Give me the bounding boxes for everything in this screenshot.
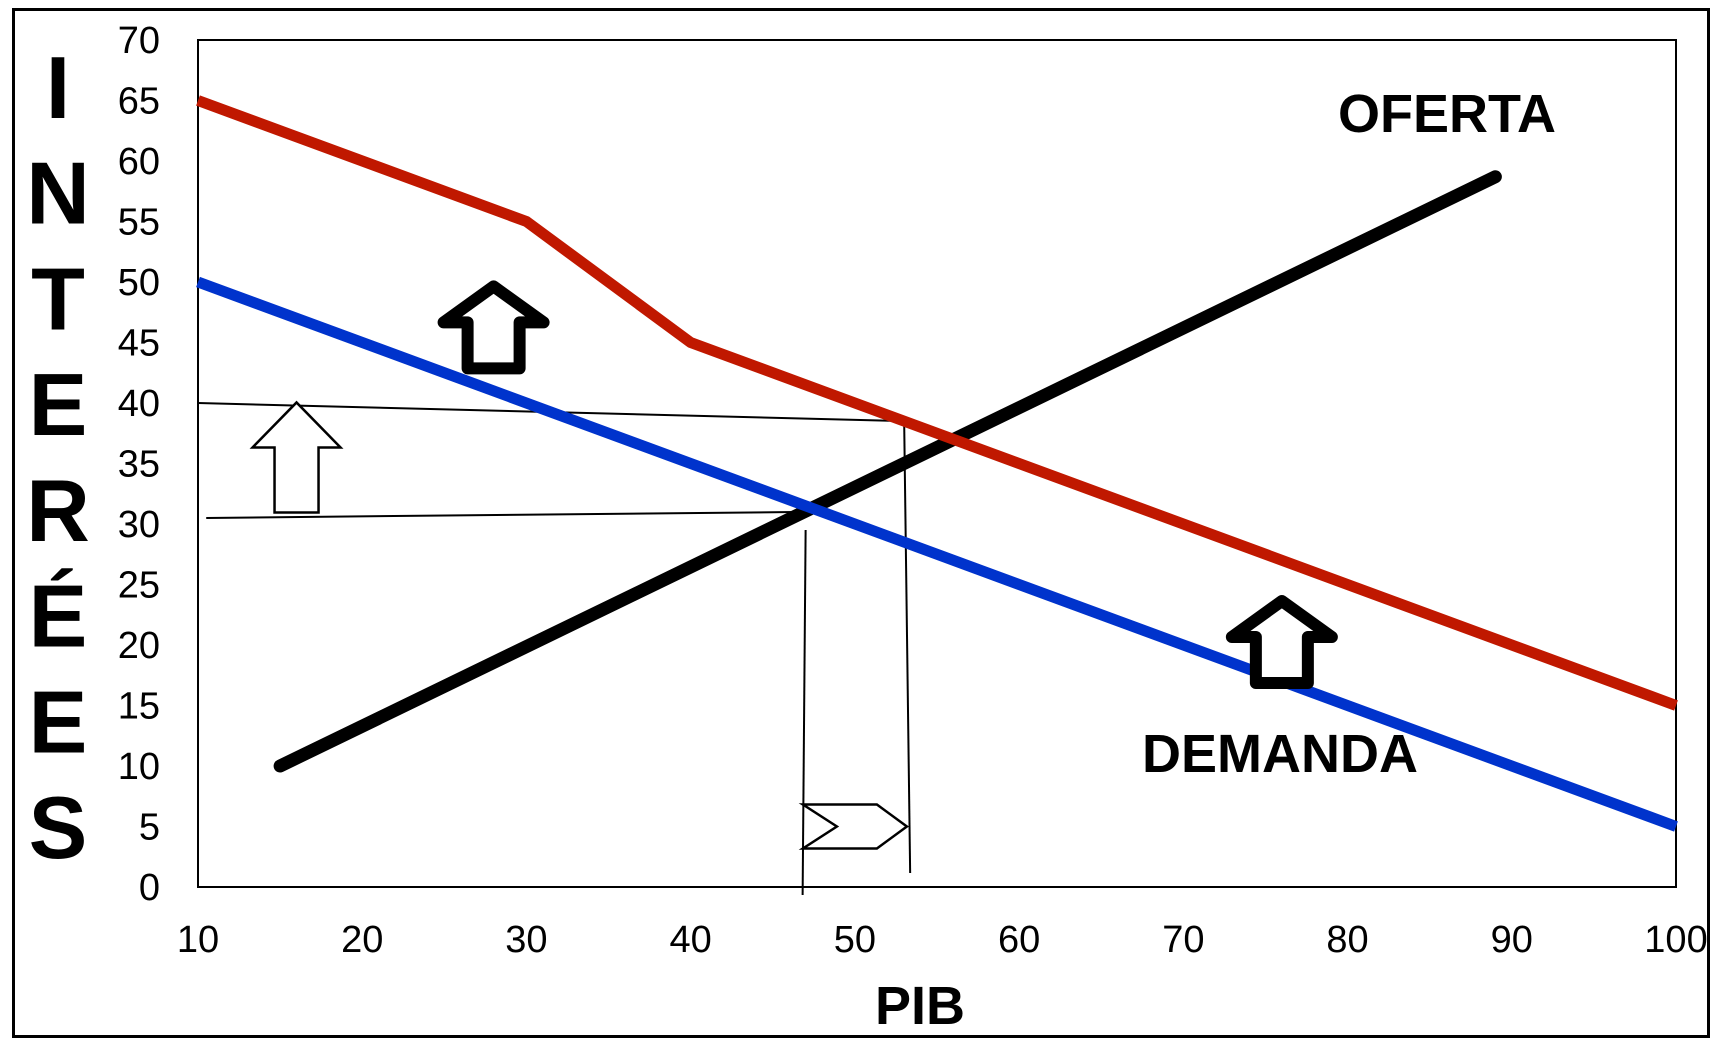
y-axis-title-letter: N	[26, 144, 90, 243]
series-line-oferta	[273, 170, 1502, 773]
plot-area	[197, 39, 1677, 888]
y-tick-label: 70	[118, 20, 160, 62]
x-tick-label: 80	[1326, 919, 1368, 961]
series-line-shifted-demand	[196, 95, 1678, 711]
up-arrow-icon	[1225, 595, 1338, 689]
series-label-demanda: DEMANDA	[1142, 724, 1418, 784]
right-arrow-outline-icon	[798, 803, 910, 850]
x-tick-label: 90	[1491, 919, 1533, 961]
shift-arrows	[249, 280, 1338, 850]
x-axis-title: PIB	[875, 976, 965, 1036]
y-axis-title-letter: S	[29, 778, 88, 877]
y-tick-label: 50	[118, 262, 160, 304]
y-axis-title-letter: E	[29, 672, 88, 771]
y-axis-title-letter: É	[29, 567, 88, 666]
up-arrow-icon	[437, 280, 550, 375]
x-tick-label: 60	[998, 919, 1040, 961]
guide-line-initial-pib	[801, 530, 807, 896]
y-axis-ticks: 0 5 10 15 20 25 30 35 40 45 50 55 60 65 70	[118, 20, 160, 909]
y-tick-label: 65	[118, 81, 160, 123]
y-axis-title-letter: R	[26, 461, 90, 560]
y-axis-title-letter: T	[31, 249, 85, 348]
y-tick-label: 25	[118, 565, 160, 607]
x-tick-label: 50	[834, 919, 876, 961]
x-tick-label: 30	[505, 919, 547, 961]
y-tick-label: 0	[139, 867, 160, 909]
guide-line-final-pib	[903, 421, 912, 874]
y-tick-label: 20	[118, 625, 160, 667]
y-tick-label: 60	[118, 141, 160, 183]
x-tick-label: 40	[670, 919, 712, 961]
series-lines	[196, 95, 1678, 832]
guide-line-initial-interest	[206, 510, 806, 519]
y-tick-label: 45	[118, 323, 160, 365]
y-tick-label: 35	[118, 444, 160, 486]
y-tick-label: 30	[118, 504, 160, 546]
y-tick-label: 40	[118, 383, 160, 425]
y-tick-label: 10	[118, 746, 160, 788]
x-tick-label: 20	[341, 919, 383, 961]
series-line-demanda	[196, 276, 1678, 832]
y-axis-title-letter: E	[29, 355, 88, 454]
y-tick-label: 15	[118, 686, 160, 728]
x-tick-label: 100	[1644, 919, 1707, 961]
y-tick-label: 5	[139, 807, 160, 849]
y-axis-title-letter: I	[46, 38, 70, 137]
y-tick-label: 55	[118, 202, 160, 244]
x-tick-label: 70	[1162, 919, 1204, 961]
x-tick-label: 10	[177, 919, 219, 961]
up-arrow-outline-icon	[249, 400, 344, 514]
x-axis-ticks: 10 20 30 40 50 60 70 80 90 100	[177, 919, 1708, 961]
series-label-oferta: OFERTA	[1338, 84, 1556, 144]
